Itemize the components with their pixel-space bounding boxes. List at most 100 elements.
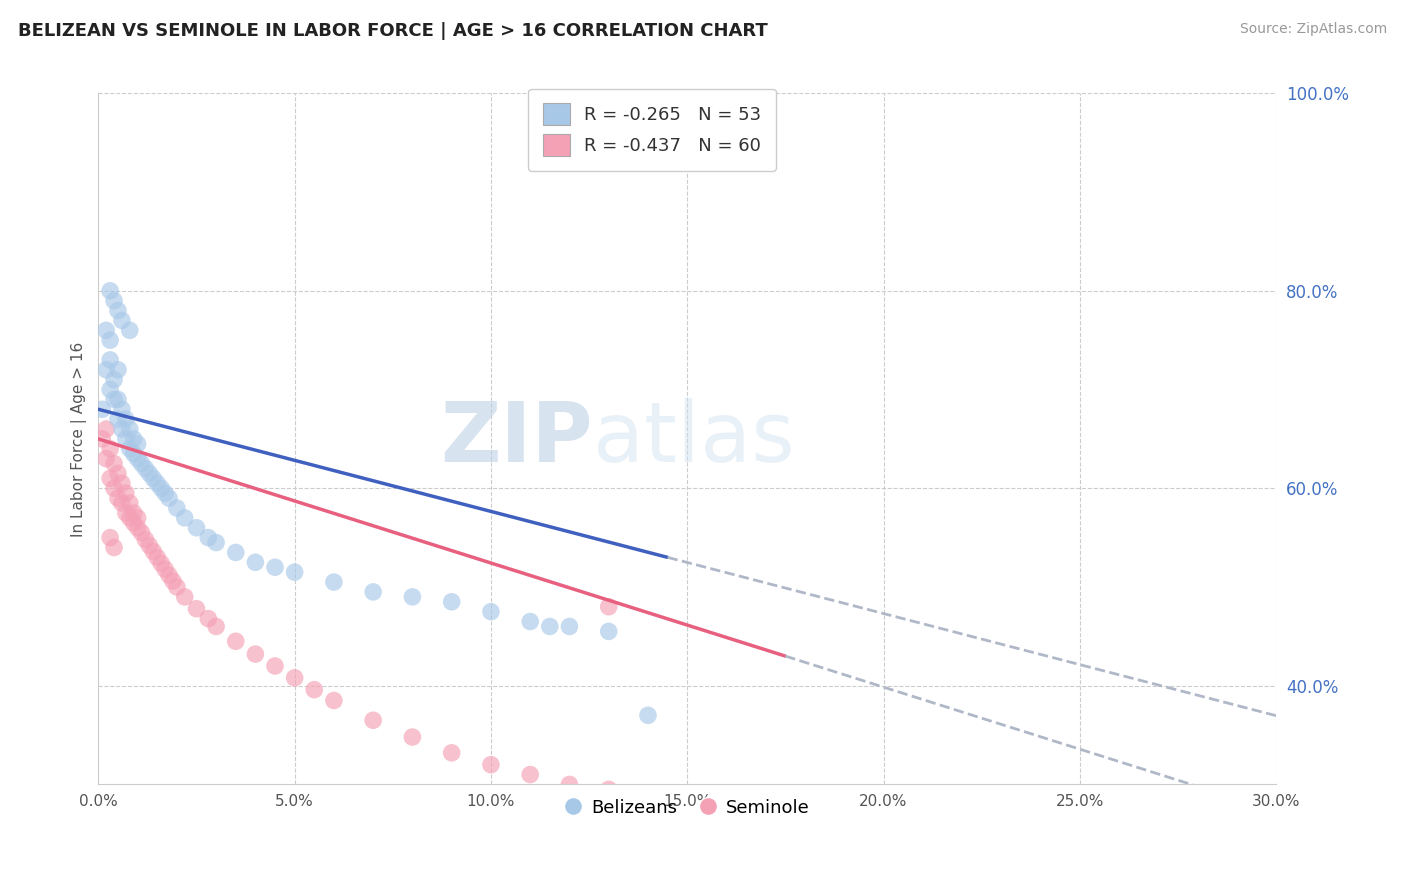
Point: [107, 467, 129, 481]
Point: [146, 550, 169, 565]
Point: [122, 516, 145, 530]
Point: [138, 539, 160, 553]
Point: [103, 392, 125, 407]
Point: [264, 659, 287, 673]
Point: [118, 496, 141, 510]
Point: [127, 451, 149, 466]
Point: [150, 556, 173, 570]
Point: [284, 565, 307, 579]
Point: [111, 422, 134, 436]
Point: [558, 777, 581, 791]
Point: [98, 333, 121, 347]
Point: [98, 442, 121, 456]
Point: [107, 491, 129, 505]
Point: [122, 506, 145, 520]
Point: [225, 634, 247, 648]
Text: ZIP: ZIP: [440, 399, 593, 479]
Point: [361, 713, 384, 727]
Point: [118, 442, 141, 456]
Point: [479, 605, 502, 619]
Point: [107, 303, 129, 318]
Point: [832, 831, 855, 846]
Point: [173, 511, 195, 525]
Point: [98, 383, 121, 397]
Point: [111, 313, 134, 327]
Point: [146, 476, 169, 491]
Point: [111, 496, 134, 510]
Point: [950, 848, 973, 863]
Point: [127, 511, 149, 525]
Point: [205, 535, 228, 549]
Point: [245, 555, 267, 569]
Point: [676, 802, 699, 816]
Point: [150, 481, 173, 495]
Point: [118, 323, 141, 337]
Point: [91, 432, 114, 446]
Point: [637, 792, 659, 806]
Point: [284, 671, 307, 685]
Point: [118, 511, 141, 525]
Point: [96, 451, 118, 466]
Point: [98, 352, 121, 367]
Point: [716, 809, 738, 823]
Point: [205, 619, 228, 633]
Point: [103, 293, 125, 308]
Point: [911, 841, 934, 855]
Point: [440, 746, 463, 760]
Point: [107, 412, 129, 426]
Point: [558, 619, 581, 633]
Point: [134, 533, 156, 547]
Point: [131, 525, 153, 540]
Point: [96, 323, 118, 337]
Point: [114, 412, 136, 426]
Point: [98, 471, 121, 485]
Point: [479, 757, 502, 772]
Point: [98, 531, 121, 545]
Point: [637, 708, 659, 723]
Point: [157, 491, 180, 505]
Point: [142, 544, 165, 558]
Point: [872, 837, 894, 851]
Point: [114, 432, 136, 446]
Point: [245, 647, 267, 661]
Text: atlas: atlas: [593, 399, 794, 479]
Point: [111, 402, 134, 417]
Y-axis label: In Labor Force | Age > 16: In Labor Force | Age > 16: [72, 342, 87, 536]
Point: [264, 560, 287, 574]
Point: [103, 373, 125, 387]
Point: [598, 599, 620, 614]
Text: BELIZEAN VS SEMINOLE IN LABOR FORCE | AGE > 16 CORRELATION CHART: BELIZEAN VS SEMINOLE IN LABOR FORCE | AG…: [18, 22, 768, 40]
Point: [322, 693, 344, 707]
Point: [598, 782, 620, 797]
Point: [197, 531, 219, 545]
Point: [131, 457, 153, 471]
Point: [111, 476, 134, 491]
Point: [96, 363, 118, 377]
Point: [91, 402, 114, 417]
Legend: Belizeans, Seminole: Belizeans, Seminole: [557, 791, 817, 824]
Point: [98, 284, 121, 298]
Point: [794, 825, 817, 839]
Point: [755, 817, 778, 831]
Point: [519, 615, 541, 629]
Point: [186, 601, 208, 615]
Point: [1108, 876, 1130, 890]
Point: [166, 501, 188, 516]
Point: [1029, 861, 1052, 875]
Point: [103, 457, 125, 471]
Point: [118, 422, 141, 436]
Point: [197, 611, 219, 625]
Point: [186, 521, 208, 535]
Point: [519, 767, 541, 781]
Point: [114, 506, 136, 520]
Point: [322, 575, 344, 590]
Point: [122, 447, 145, 461]
Point: [153, 562, 176, 576]
Point: [401, 590, 423, 604]
Point: [361, 585, 384, 599]
Point: [598, 624, 620, 639]
Point: [114, 486, 136, 500]
Point: [166, 580, 188, 594]
Point: [225, 545, 247, 559]
Point: [173, 590, 195, 604]
